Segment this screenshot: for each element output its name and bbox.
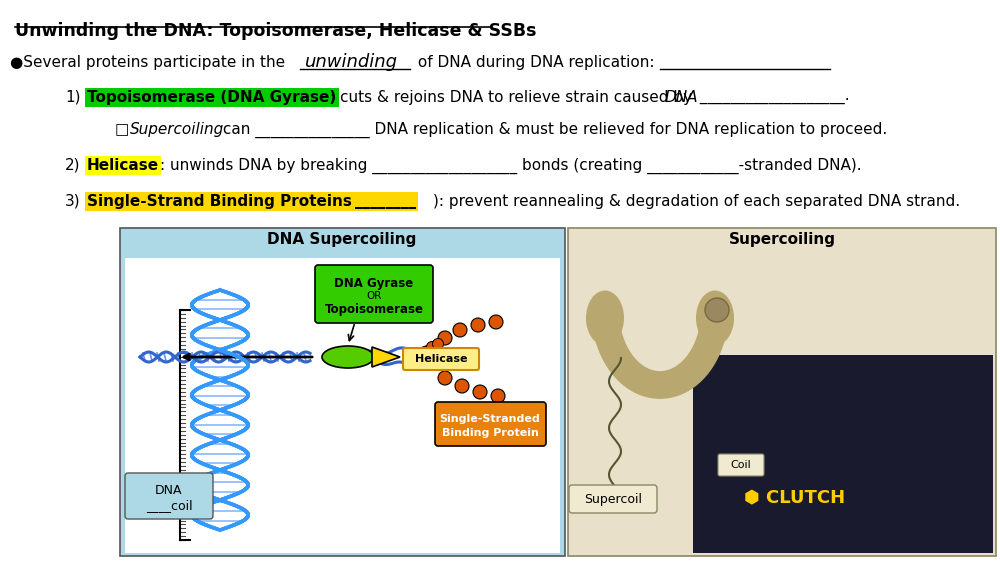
Text: OR: OR [366,291,382,301]
Text: : unwinds DNA by breaking ___________________ bonds (creating ____________-stran: : unwinds DNA by breaking ______________… [160,158,862,174]
Text: Binding Protein: Binding Protein [442,428,538,438]
Text: Unwinding the DNA: Topoisomerase, Helicase & SSBs: Unwinding the DNA: Topoisomerase, Helica… [15,22,536,40]
FancyBboxPatch shape [568,228,996,556]
Text: : cuts & rejoins DNA to relieve strain caused by: : cuts & rejoins DNA to relieve strain c… [330,90,697,105]
Text: Topoisomerase: Topoisomerase [324,302,424,315]
Ellipse shape [322,346,374,368]
Text: 3): 3) [65,194,81,209]
Circle shape [455,379,469,393]
FancyBboxPatch shape [435,402,546,446]
Ellipse shape [586,291,624,346]
Text: □: □ [115,122,134,137]
Text: ): prevent reannealing & degradation of each separated DNA strand.: ): prevent reannealing & degradation of … [433,194,960,209]
FancyBboxPatch shape [125,473,213,519]
Circle shape [473,385,487,399]
Text: Helicase: Helicase [415,354,467,364]
Ellipse shape [696,291,734,346]
Text: ____coil: ____coil [146,500,192,513]
Text: Helicase: Helicase [87,158,159,173]
Text: ___________________.: ___________________. [695,90,850,105]
FancyBboxPatch shape [120,228,565,556]
Text: Supercoiling: Supercoiling [728,232,836,247]
FancyBboxPatch shape [403,348,479,370]
Text: DNA: DNA [665,90,698,105]
FancyBboxPatch shape [718,454,764,476]
Circle shape [705,298,729,322]
Text: can _______________ DNA replication & must be relieved for DNA replication to pr: can _______________ DNA replication & mu… [218,122,887,138]
Text: DNA: DNA [155,483,183,496]
Text: ________: ________ [355,194,416,209]
FancyBboxPatch shape [125,258,560,553]
Text: DNA Gyrase: DNA Gyrase [334,277,414,289]
Text: Supercoiling: Supercoiling [130,122,224,137]
Circle shape [438,371,452,385]
Circle shape [426,342,438,352]
Text: Topoisomerase (DNA Gyrase): Topoisomerase (DNA Gyrase) [87,90,336,105]
Text: Supercoil: Supercoil [584,492,642,505]
Circle shape [491,389,505,403]
FancyBboxPatch shape [315,265,433,323]
Text: Single-Stranded: Single-Stranded [440,414,540,424]
Text: unwinding: unwinding [305,53,398,71]
FancyBboxPatch shape [693,355,993,553]
FancyBboxPatch shape [569,485,657,513]
Circle shape [471,318,485,332]
Text: DNA Supercoiling: DNA Supercoiling [267,232,417,247]
Text: Single-Strand Binding Proteins (: Single-Strand Binding Proteins ( [87,194,364,209]
Circle shape [438,331,452,345]
Text: ●Several proteins participate in the: ●Several proteins participate in the [10,55,290,70]
Circle shape [432,338,444,350]
Circle shape [489,315,503,329]
Text: of DNA during DNA replication:: of DNA during DNA replication: [413,55,654,70]
Polygon shape [372,347,400,367]
Circle shape [453,323,467,337]
Text: ⬢ CLUTCH: ⬢ CLUTCH [744,489,846,507]
Circle shape [420,347,430,357]
Text: Coil: Coil [731,460,751,470]
Text: 2): 2) [65,158,80,173]
Text: 1): 1) [65,90,80,105]
